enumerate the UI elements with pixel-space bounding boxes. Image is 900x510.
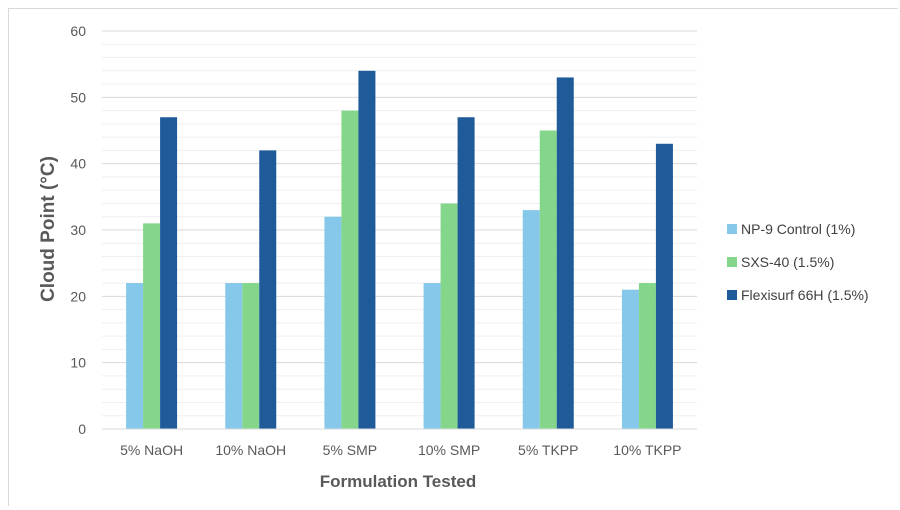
legend-swatch-2 (727, 257, 737, 267)
bar-2-1: 5% NaOH — SXS-40 (1.5%): 31 (143, 223, 161, 429)
gridlines (102, 30, 697, 417)
bar-2-4: 10% SMP — SXS-40 (1.5%): 34 (440, 203, 458, 429)
bar-1-3: 5% SMP — NP-9 Control (1%): 32 (324, 216, 342, 429)
legend-swatch-1 (727, 224, 737, 234)
x-tick-label: 10% SMP (418, 442, 480, 458)
y-tick-label: 20 (70, 288, 86, 304)
y-tick-label: 0 (78, 421, 86, 437)
bar-1-5: 5% TKPP — NP-9 Control (1%): 33 (522, 210, 540, 429)
bars: 5% NaOH — NP-9 Control (1%): 225% NaOH —… (126, 70, 673, 430)
bar-1-2: 10% NaOH — NP-9 Control (1%): 22 (225, 283, 243, 429)
y-tick-label: 50 (70, 89, 86, 105)
legend-swatch-3 (727, 290, 737, 300)
x-tick-label: 5% TKPP (518, 442, 578, 458)
legend-label-2: SXS-40 (1.5%) (741, 254, 834, 270)
bar-2-5: 5% TKPP — SXS-40 (1.5%): 45 (539, 130, 557, 429)
bar-3-4: 10% SMP — Flexisurf 66H (1.5%): 47 (457, 117, 475, 429)
x-tick-label: 5% SMP (323, 442, 377, 458)
bar-3-6: 10% TKPP — Flexisurf 66H (1.5%): 43 (655, 143, 673, 429)
chart-frame (8, 8, 898, 506)
bar-3-5: 5% TKPP — Flexisurf 66H (1.5%): 53 (556, 77, 574, 429)
x-tick-label: 10% NaOH (215, 442, 286, 458)
y-tick-label: 60 (70, 23, 86, 39)
y-tick-label: 10 (70, 355, 86, 371)
y-tick-labels: 0 10 20 30 40 50 60 (70, 23, 86, 437)
x-tick-label: 5% NaOH (120, 442, 183, 458)
bar-1-6: 10% TKPP — NP-9 Control (1%): 21 (621, 289, 639, 429)
bar-3-2: 10% NaOH — Flexisurf 66H (1.5%): 42 (259, 150, 277, 429)
bar-3-3: 5% SMP — Flexisurf 66H (1.5%): 54 (358, 70, 376, 430)
bar-1-1: 5% NaOH — NP-9 Control (1%): 22 (126, 283, 144, 429)
x-tick-label: 10% TKPP (613, 442, 681, 458)
bar-2-3: 5% SMP — SXS-40 (1.5%): 48 (341, 110, 359, 429)
bar-3-1: 5% NaOH — Flexisurf 66H (1.5%): 47 (160, 117, 178, 429)
y-axis-title: Cloud Point (°C) (38, 156, 59, 302)
y-tick-label: 40 (70, 156, 86, 172)
x-axis-title: Formulation Tested (320, 472, 476, 491)
legend-label-3: Flexisurf 66H (1.5%) (741, 287, 869, 303)
bar-2-2: 10% NaOH — SXS-40 (1.5%): 22 (242, 283, 260, 429)
legend: NP-9 Control (1%) SXS-40 (1.5%) Flexisurf … (727, 221, 869, 303)
x-tick-labels: 5% NaOH 10% NaOH 5% SMP 10% SMP 5% TKPP 10% T… (120, 442, 681, 458)
bar-2-6: 10% TKPP — SXS-40 (1.5%): 22 (638, 283, 656, 429)
legend-label-1: NP-9 Control (1%) (741, 221, 855, 237)
y-tick-label: 30 (70, 222, 86, 238)
bar-1-4: 10% SMP — NP-9 Control (1%): 22 (423, 283, 441, 429)
